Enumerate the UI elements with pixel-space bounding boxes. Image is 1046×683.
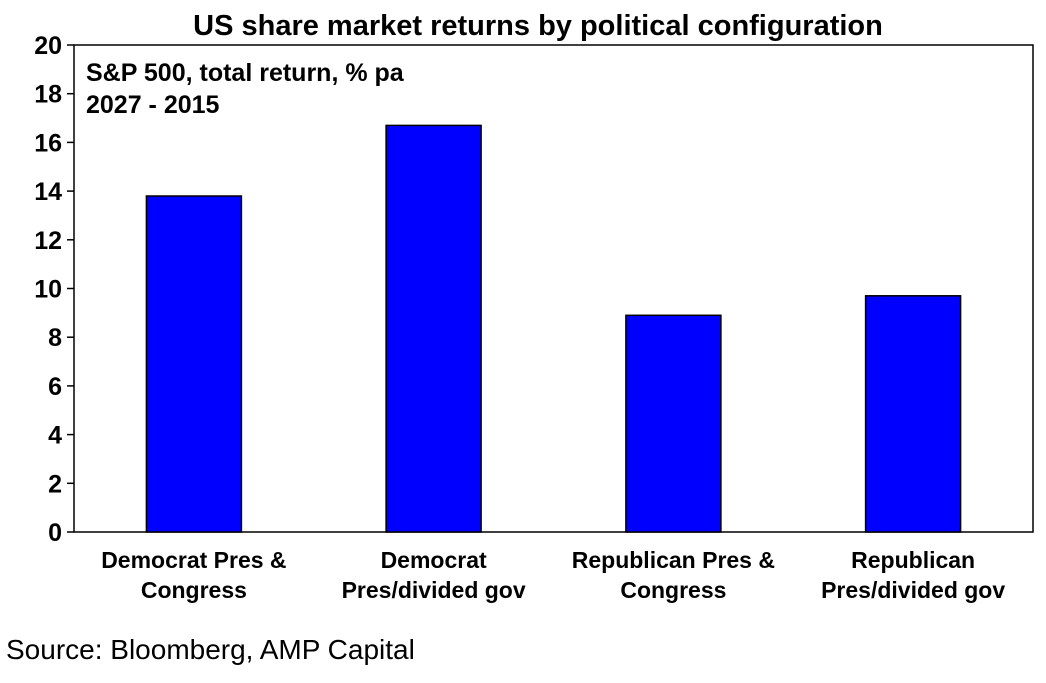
y-tick-label: 8	[48, 324, 62, 352]
y-tick-label: 16	[34, 129, 62, 157]
category-label-line: Republican Pres &	[572, 547, 775, 573]
category-label-2: Democrat Pres/divided gov	[342, 547, 526, 603]
category-label-3: Republican Pres & Congress	[572, 547, 775, 603]
y-tick-label: 14	[34, 178, 62, 206]
bar-4	[864, 295, 962, 533]
y-tick-label: 0	[48, 519, 62, 547]
category-label-line: Congress	[141, 577, 247, 603]
category-label-line: Pres/divided gov	[821, 577, 1005, 603]
source-note: Source: Bloomberg, AMP Capital	[6, 634, 415, 665]
category-label-line: Democrat	[381, 547, 487, 573]
bar-3	[625, 314, 722, 533]
chart-title: US share market returns by political con…	[193, 10, 883, 42]
y-tick-label: 6	[48, 373, 62, 401]
y-tick-label: 20	[34, 32, 62, 60]
y-tick-label: 10	[34, 276, 62, 304]
y-tick-label: 12	[34, 227, 62, 255]
bar-1	[145, 195, 243, 533]
chart-annotation-line: S&P 500, total return, % pa	[86, 59, 405, 87]
bar-2	[385, 124, 482, 533]
category-label-line: Congress	[620, 577, 726, 603]
category-label-line: Pres/divided gov	[342, 577, 526, 603]
chart-annotation-line: 2027 - 2015	[86, 91, 220, 119]
y-tick-label: 2	[48, 470, 62, 498]
category-label-line: Democrat Pres &	[101, 547, 286, 573]
category-label-1: Democrat Pres & Congress	[101, 547, 286, 603]
y-tick-label: 4	[48, 422, 62, 450]
category-label-line: Republican	[851, 547, 975, 573]
category-label-4: Republican Pres/divided gov	[821, 547, 1005, 603]
y-tick-label: 18	[34, 81, 62, 109]
